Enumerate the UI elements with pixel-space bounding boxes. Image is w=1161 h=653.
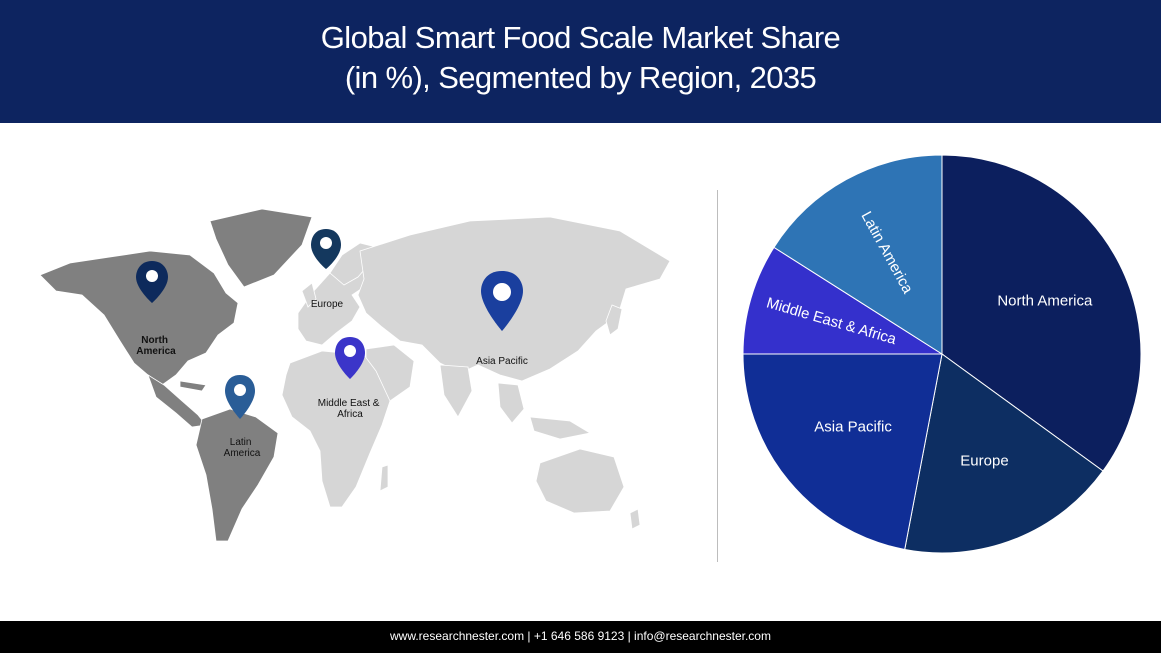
- world-map-land: [281, 216, 671, 530]
- world-map: North America Europe Asia Pacific Middle…: [39, 208, 671, 542]
- map-pin-asia-pacific: [481, 271, 523, 331]
- pin-label-middle-east-africa: Middle East & Africa: [318, 398, 382, 420]
- panel-divider: [717, 190, 718, 562]
- chart-title-line-1: Global Smart Food Scale Market Share: [320, 20, 841, 55]
- pin-label-asia-pacific: Asia Pacific: [476, 356, 528, 367]
- chart-title-line-2: (in %), Segmented by Region, 2035: [344, 60, 817, 95]
- pin-label-europe: Europe: [311, 299, 344, 310]
- map-pin-middle-east-africa: [335, 337, 365, 379]
- pie-slice-asia-pacific: [742, 353, 943, 551]
- pie-label-north-america: North America: [997, 293, 1093, 310]
- americas-land: [39, 208, 313, 542]
- pie-slice-middle-east-africa: [742, 246, 944, 355]
- pin-label-north-america: North America: [136, 335, 176, 357]
- pie-slice-north-america: [941, 154, 1142, 472]
- header-banner: Global Smart Food Scale Market Share (in…: [0, 0, 1161, 123]
- footer-bar: www.researchnester.com | +1 646 586 9123…: [0, 621, 1161, 653]
- pie-label-asia-pacific: Asia Pacific: [814, 419, 892, 436]
- pin-label-latin-america: Latin America: [224, 437, 261, 459]
- map-pin-europe: [311, 229, 341, 269]
- pie-slice-europe: [904, 353, 1104, 554]
- map-pin-north-america: [136, 261, 168, 303]
- map-pin-latin-america: [225, 375, 255, 419]
- pie-slice-latin-america: [773, 154, 943, 355]
- footer-contact-text: www.researchnester.com | +1 646 586 9123…: [390, 629, 771, 643]
- pie-label-europe: Europe: [960, 452, 1008, 469]
